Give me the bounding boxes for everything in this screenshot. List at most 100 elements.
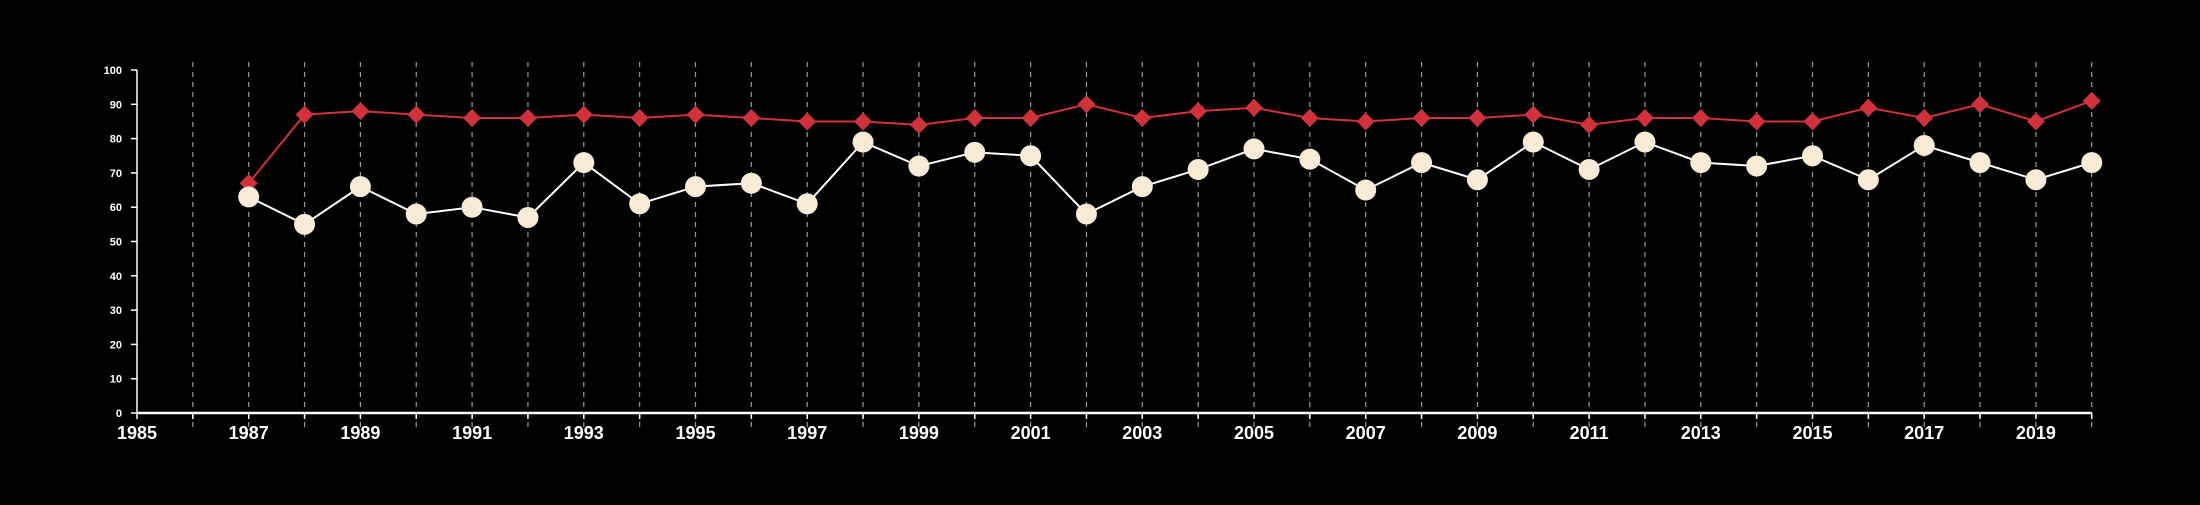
series-2-point-2013	[1690, 152, 1712, 174]
series-2-point-2000	[964, 141, 986, 163]
series-1-point-2003	[1133, 109, 1152, 128]
series-2-point-2018	[1969, 152, 1991, 174]
x-tick-label-1995: 1995	[675, 423, 715, 443]
y-tick-label-20: 20	[110, 339, 122, 351]
series-1-point-2018	[1971, 95, 1990, 114]
series-2-point-2006	[1299, 148, 1321, 170]
series-2-point-2007	[1355, 179, 1377, 201]
series-1-point-2008	[1412, 109, 1431, 128]
series-1-point-1995	[686, 105, 705, 124]
series-2-point-1995	[685, 176, 706, 198]
series-2-point-1997	[796, 193, 818, 215]
series-1-point-2020	[2082, 91, 2101, 110]
series-2-point-1991	[461, 196, 483, 218]
y-tick-label-40: 40	[110, 271, 122, 283]
x-tick-label-2007: 2007	[1346, 423, 1386, 443]
x-tick-label-2009: 2009	[1457, 423, 1497, 443]
series-2-point-2010	[1522, 131, 1544, 153]
ticks: 0 10 20 30 40 50 60 70 80 90 100 1985 1987 1989 1991 19…	[104, 65, 2093, 443]
series-2-point-1989	[349, 176, 371, 198]
series-2-point-2004	[1187, 158, 1209, 180]
series-1-point-2012	[1635, 109, 1654, 128]
series-1-point-2013	[1691, 109, 1710, 128]
x-tick-label-1987: 1987	[229, 423, 269, 443]
series-2-point-2011	[1578, 158, 1600, 180]
series-2-point-2012	[1634, 131, 1656, 153]
series-1-point-1990	[407, 105, 426, 124]
series-2-line	[248, 140, 2093, 226]
series-1-point-2010	[1524, 105, 1543, 124]
series-2-point-1996	[740, 172, 762, 194]
y-tick-label-10: 10	[110, 374, 122, 386]
series-2-point-2008	[1411, 152, 1433, 174]
series-1-point-2016	[1859, 98, 1878, 117]
series-1-point-2019	[2026, 112, 2045, 131]
series-1-point-2004	[1189, 102, 1208, 121]
series	[238, 91, 2103, 235]
series-2-point-1992	[517, 206, 539, 228]
series-1-line	[247, 99, 2093, 184]
series-1-point-2000	[965, 109, 984, 128]
series-1-point-2009	[1468, 109, 1487, 128]
y-tick-label-90: 90	[110, 99, 122, 111]
y-tick-label-30: 30	[110, 305, 122, 317]
series-2-point-2001	[1020, 145, 1042, 167]
y-tick-label-60: 60	[110, 202, 122, 214]
series-1-point-1996	[742, 109, 761, 128]
series-1-point-1989	[351, 102, 370, 121]
x-tick-label-2005: 2005	[1234, 423, 1274, 443]
series-1-point-1999	[909, 115, 928, 134]
series-2-point-2005	[1243, 138, 1265, 160]
series-2-point-2009	[1466, 169, 1488, 191]
series-1-point-1998	[854, 112, 873, 131]
series-1-point-2011	[1580, 115, 1599, 134]
series-1	[239, 91, 2101, 193]
x-tick-label-1997: 1997	[787, 423, 827, 443]
series-1-point-2005	[1245, 98, 1263, 117]
series-2-point-1994	[629, 193, 651, 215]
series-1-point-2017	[1915, 109, 1934, 128]
x-tick-label-1985: 1985	[117, 423, 157, 443]
series-1-point-2001	[1021, 109, 1040, 128]
y-tick-label-70: 70	[110, 168, 122, 180]
series-2	[238, 131, 2103, 235]
series-2-point-1987	[238, 186, 260, 208]
series-2-point-1999	[908, 155, 930, 177]
series-1-point-1988	[295, 105, 314, 124]
series-1-point-2007	[1356, 112, 1375, 131]
series-2-point-1990	[405, 203, 427, 225]
y-tick-label-50: 50	[110, 237, 122, 249]
series-2-point-2019	[2025, 169, 2047, 191]
series-1-point-2014	[1747, 112, 1766, 131]
x-tick-label-2013: 2013	[1681, 423, 1721, 443]
x-tick-label-1991: 1991	[452, 423, 492, 443]
series-2-point-2014	[1746, 155, 1768, 177]
series-2-point-1993	[573, 152, 595, 174]
series-1-point-2015	[1803, 112, 1822, 131]
series-2-point-1988	[294, 213, 316, 235]
series-2-point-2015	[1802, 145, 1823, 167]
x-tick-label-1999: 1999	[899, 423, 939, 443]
y-tick-label-100: 100	[104, 65, 122, 77]
series-1-point-1997	[798, 112, 817, 131]
series-2-point-2003	[1131, 176, 1153, 198]
x-tick-label-1993: 1993	[564, 423, 604, 443]
x-tick-label-2003: 2003	[1122, 423, 1162, 443]
x-tick-label-1989: 1989	[340, 423, 380, 443]
series-2-point-2016	[1857, 169, 1879, 191]
x-tick-label-2011: 2011	[1570, 423, 1609, 443]
x-tick-label-2001: 2001	[1011, 423, 1051, 443]
x-tick-label-2017: 2017	[1904, 423, 1944, 443]
series-1-point-1991	[463, 109, 482, 128]
y-tick-label-0: 0	[116, 408, 122, 420]
series-1-point-1993	[574, 105, 593, 124]
y-tick-label-80: 80	[110, 134, 122, 146]
series-1-point-1994	[630, 109, 649, 128]
x-tick-label-2019: 2019	[2016, 423, 2056, 443]
series-2-point-2017	[1913, 134, 1935, 156]
series-1-point-2002	[1077, 95, 1096, 114]
series-1-point-2006	[1300, 109, 1319, 128]
series-2-point-2020	[2081, 152, 2103, 174]
